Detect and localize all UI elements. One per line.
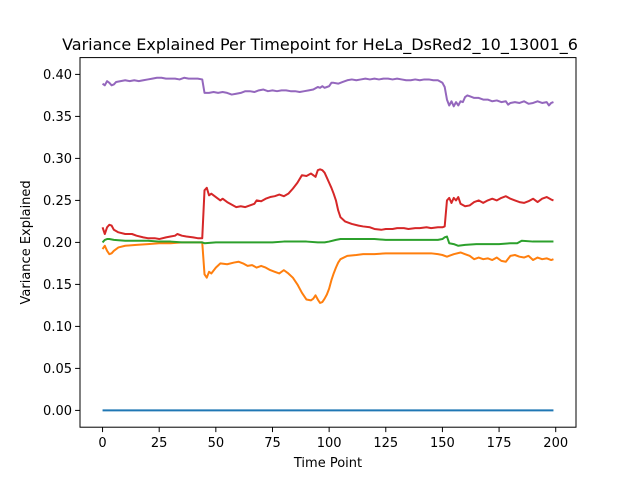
- x-tick-label: 50: [208, 436, 225, 451]
- x-tick-label: 25: [151, 436, 168, 451]
- y-tick-label: 0.35: [43, 110, 72, 125]
- x-tick-label: 200: [543, 436, 568, 451]
- x-tick-label: 100: [317, 436, 342, 451]
- y-tick-label: 0.05: [43, 362, 72, 377]
- x-tick-label: 150: [430, 436, 455, 451]
- x-tick-label: 75: [264, 436, 281, 451]
- y-tick-label: 0.30: [43, 152, 72, 167]
- x-tick-label: 125: [373, 436, 398, 451]
- x-axis-label: Time Point: [293, 456, 362, 471]
- y-tick-label: 0.20: [43, 236, 72, 251]
- y-axis-label: Variance Explained: [19, 180, 34, 304]
- series-layer: [101, 76, 554, 412]
- y-tick-label: 0.15: [43, 278, 72, 293]
- series-line-3: [101, 235, 554, 247]
- series-line-5: [101, 76, 554, 108]
- y-axis-ticks: 0.00 0.05 0.10 0.15 0.20 0.25 0.30 0.35 0.40: [43, 68, 80, 419]
- chart-title: Variance Explained Per Timepoint for HeL…: [62, 35, 578, 55]
- series-line-4: [101, 168, 554, 241]
- y-tick-label: 0.25: [43, 194, 72, 209]
- series-line-2: [101, 241, 554, 304]
- y-tick-label: 0.40: [43, 68, 72, 83]
- x-tick-label: 175: [487, 436, 512, 451]
- y-tick-label: 0.00: [43, 404, 72, 419]
- x-tick-label: 0: [98, 436, 106, 451]
- y-tick-label: 0.10: [43, 320, 72, 335]
- x-axis-ticks: 0 25 50 75 100 125 150 175 200: [98, 427, 568, 451]
